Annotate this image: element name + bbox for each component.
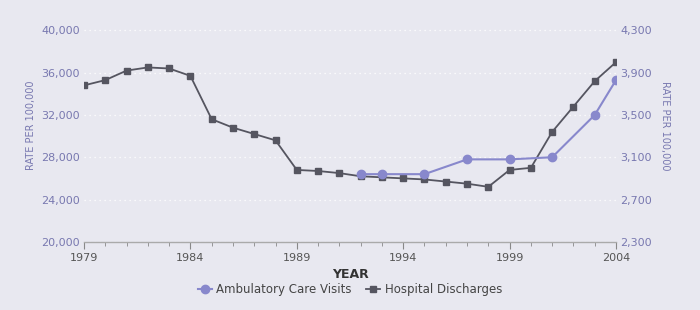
Hospital Discharges bbox=[484, 185, 493, 189]
Hospital Discharges bbox=[356, 175, 365, 178]
Line: Hospital Discharges: Hospital Discharges bbox=[81, 59, 619, 190]
Ambulatory Care Visits bbox=[612, 78, 620, 82]
Hospital Discharges bbox=[612, 60, 620, 64]
Hospital Discharges bbox=[442, 180, 450, 184]
Y-axis label: RATE PER 100,000: RATE PER 100,000 bbox=[25, 81, 36, 170]
Ambulatory Care Visits bbox=[378, 172, 386, 176]
Hospital Discharges bbox=[186, 74, 195, 78]
Legend: Ambulatory Care Visits, Hospital Discharges: Ambulatory Care Visits, Hospital Dischar… bbox=[193, 279, 507, 301]
Line: Ambulatory Care Visits: Ambulatory Care Visits bbox=[356, 76, 620, 178]
Ambulatory Care Visits bbox=[591, 113, 599, 117]
Hospital Discharges bbox=[144, 66, 152, 69]
Hospital Discharges bbox=[229, 126, 237, 130]
Hospital Discharges bbox=[101, 78, 109, 82]
Hospital Discharges bbox=[207, 117, 216, 121]
Hospital Discharges bbox=[569, 105, 577, 108]
Hospital Discharges bbox=[272, 139, 280, 142]
Hospital Discharges bbox=[548, 130, 556, 134]
Hospital Discharges bbox=[526, 166, 535, 170]
Hospital Discharges bbox=[399, 176, 407, 180]
Hospital Discharges bbox=[314, 169, 322, 173]
Ambulatory Care Visits bbox=[548, 155, 556, 159]
Ambulatory Care Visits bbox=[505, 157, 514, 161]
X-axis label: YEAR: YEAR bbox=[332, 268, 368, 281]
Hospital Discharges bbox=[335, 171, 344, 175]
Hospital Discharges bbox=[80, 83, 88, 87]
Hospital Discharges bbox=[378, 175, 386, 179]
Ambulatory Care Visits bbox=[420, 172, 428, 176]
Hospital Discharges bbox=[293, 168, 301, 172]
Y-axis label: RATE PER 100,000: RATE PER 100,000 bbox=[660, 81, 671, 170]
Ambulatory Care Visits bbox=[356, 172, 365, 176]
Hospital Discharges bbox=[463, 182, 471, 186]
Hospital Discharges bbox=[165, 67, 174, 70]
Hospital Discharges bbox=[505, 168, 514, 172]
Hospital Discharges bbox=[250, 132, 258, 136]
Hospital Discharges bbox=[420, 178, 428, 181]
Ambulatory Care Visits bbox=[463, 157, 471, 161]
Hospital Discharges bbox=[591, 79, 599, 83]
Hospital Discharges bbox=[122, 69, 131, 73]
